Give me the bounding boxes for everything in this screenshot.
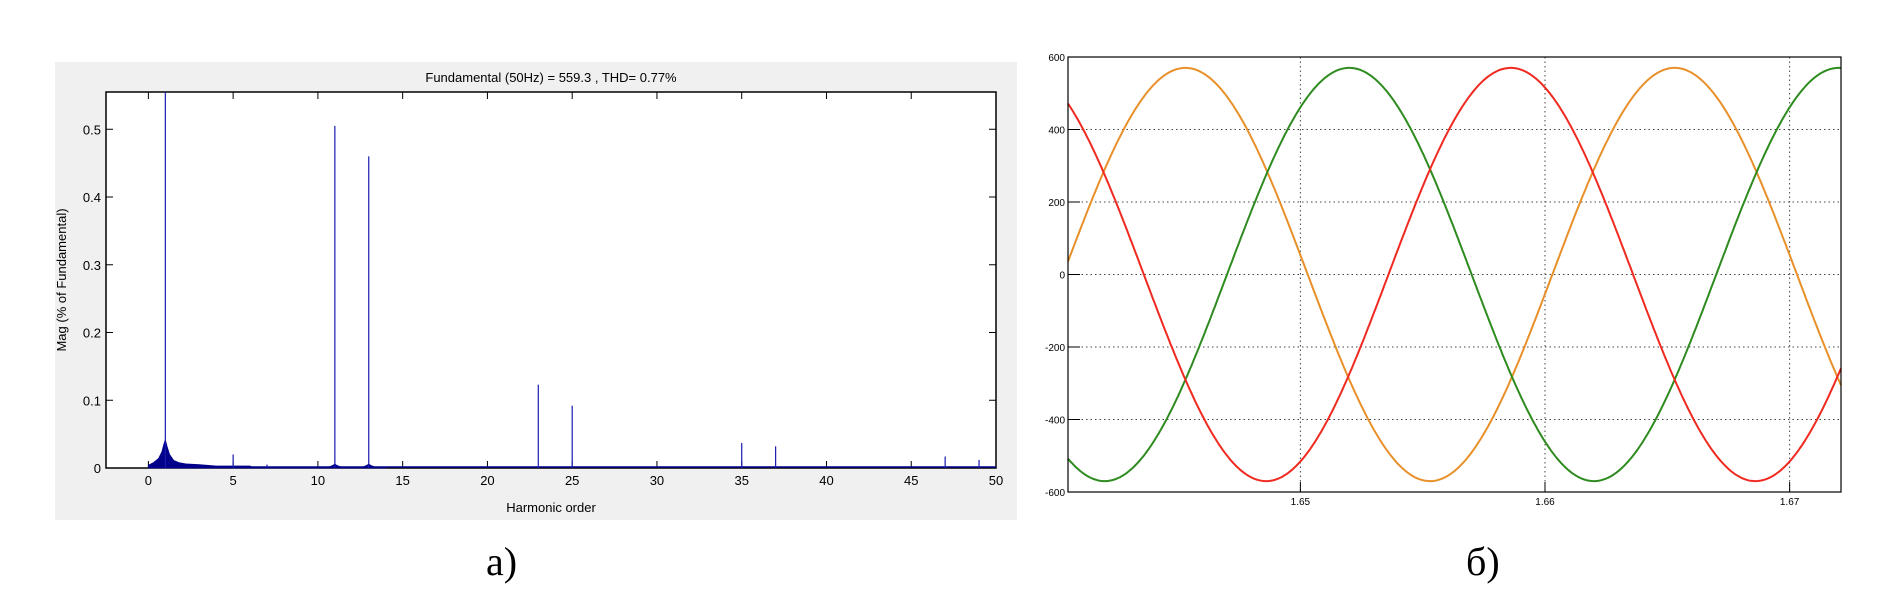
x-tick-label: 25 [565, 473, 579, 488]
y-tick-label: 0.3 [83, 258, 101, 273]
y-tick-label: 400 [1048, 126, 1065, 137]
y-tick-label: 0 [94, 461, 101, 476]
y-tick-label: 0.5 [83, 122, 101, 137]
x-tick-label: 45 [904, 473, 918, 488]
y-tick-label: -400 [1045, 416, 1065, 427]
y-tick-label: 0 [1059, 271, 1065, 282]
y-tick-label: 0.2 [83, 326, 101, 341]
caption-a: a) [486, 539, 518, 584]
y-tick-label: -200 [1045, 343, 1065, 354]
caption-b: б) [1466, 539, 1500, 584]
x-tick-label: 5 [230, 473, 237, 488]
y-axis-label: Mag (% of Fundamental) [54, 208, 69, 351]
y-tick-label: 600 [1048, 53, 1065, 64]
x-tick-label: 1.67 [1780, 497, 1800, 508]
x-tick-label: 10 [311, 473, 325, 488]
x-tick-label: 1.65 [1291, 497, 1311, 508]
three-phase-waveform-chart: 600 400 200 0 -200 -400 -600 1.65 1.66 1.67 [1045, 53, 1842, 508]
y-tick-label: 0.1 [83, 393, 101, 408]
y-tick-label: 200 [1048, 198, 1065, 209]
x-tick-label: 40 [819, 473, 833, 488]
phase-line-3 [1067, 66, 1842, 483]
x-tick-label: 0 [145, 473, 152, 488]
x-tick-label: 50 [989, 473, 1003, 488]
y-tick-label: 0.4 [83, 190, 101, 205]
phase-line-1 [1067, 66, 1842, 483]
x-tick-label: 15 [395, 473, 409, 488]
plot-frame [1067, 56, 1842, 493]
x-axis-label: Harmonic order [506, 500, 596, 515]
phase-line-2 [1067, 66, 1842, 483]
chart-title: Fundamental (50Hz) = 559.3 , THD= 0.77% [425, 70, 677, 85]
harmonic-spectrum-chart: Fundamental (50Hz) = 559.3 , THD= 0.77% … [54, 62, 1017, 520]
x-tick-label: 20 [480, 473, 494, 488]
plot-area [105, 91, 997, 469]
x-tick-label: 35 [734, 473, 748, 488]
x-tick-label: 30 [650, 473, 664, 488]
y-tick-label: -600 [1045, 488, 1065, 499]
x-tick-label: 1.66 [1535, 497, 1555, 508]
